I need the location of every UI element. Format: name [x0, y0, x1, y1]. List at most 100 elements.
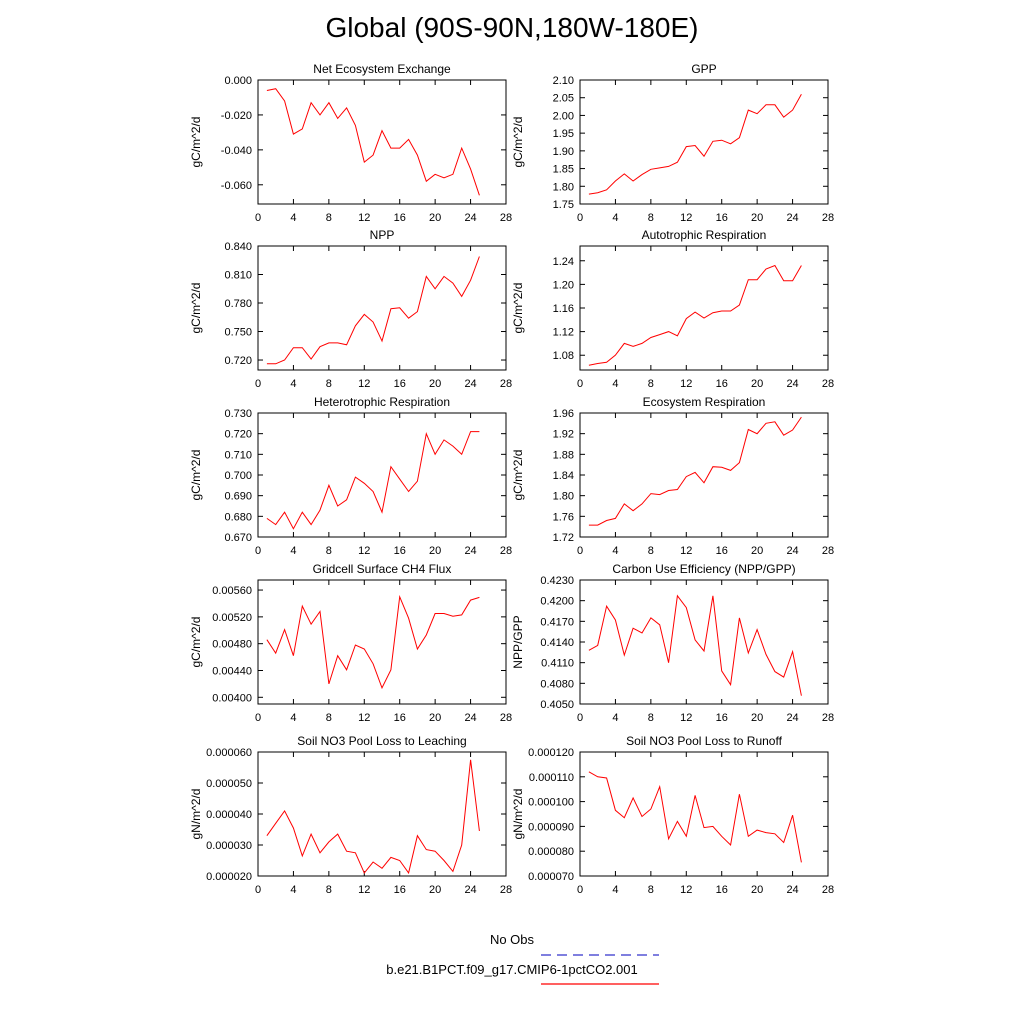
x-tick-label: 20 — [429, 545, 441, 557]
y-tick-label: 1.92 — [553, 429, 574, 441]
x-tick-label: 24 — [786, 212, 798, 224]
x-tick-label: 0 — [577, 884, 583, 896]
series-line — [266, 256, 480, 365]
plot-frame — [257, 579, 507, 705]
x-tick-label: 12 — [680, 712, 692, 724]
x-tick-label: 16 — [716, 212, 728, 224]
legend-label-model: b.e21.B1PCT.f09_g17.CMIP6-1pctCO2.001 — [386, 962, 638, 977]
series-line — [588, 93, 802, 195]
y-tick-label: 1.80 — [553, 491, 574, 503]
y-axis-label: gN/m^2/d — [511, 789, 525, 840]
x-tick-label: 16 — [394, 212, 406, 224]
x-tick-label: 12 — [358, 712, 370, 724]
y-tick-label: 0.700 — [224, 470, 252, 482]
y-tick-label: 0.4200 — [540, 596, 574, 608]
y-tick-label: 1.24 — [553, 256, 574, 268]
y-tick-label: 0.4110 — [541, 658, 574, 670]
y-tick-label: 0.690 — [224, 491, 252, 503]
y-axis-label: gC/m^2/d — [511, 283, 525, 334]
y-tick-label: 0.000050 — [206, 778, 252, 790]
x-tick-label: 12 — [358, 212, 370, 224]
x-tick-label: 12 — [358, 545, 370, 557]
plot-frame — [579, 79, 829, 205]
y-tick-label: 1.90 — [553, 146, 574, 158]
panel-net-ecosystem-exchange: Net Ecosystem Exchange 0 4 8 12 16 20 24 28 0.000… — [189, 62, 512, 224]
plot-frame — [579, 579, 829, 705]
x-tick-label: 16 — [716, 884, 728, 896]
y-tick-label: 1.76 — [553, 511, 574, 523]
y-tick-label: -0.060 — [221, 180, 252, 192]
x-tick-label: 28 — [822, 884, 834, 896]
y-tick-label: 1.95 — [553, 128, 574, 140]
series-line — [588, 416, 802, 526]
y-tick-label: -0.040 — [221, 145, 252, 157]
y-tick-label: 0.00560 — [212, 585, 252, 597]
y-tick-label: 0.840 — [224, 241, 252, 253]
x-tick-label: 0 — [255, 545, 261, 557]
panel-title: GPP — [691, 62, 716, 76]
y-tick-label: 0.000030 — [206, 840, 252, 852]
x-tick-label: 28 — [500, 545, 512, 557]
y-tick-label: 0.670 — [224, 532, 252, 544]
y-tick-label: 2.00 — [553, 110, 574, 122]
x-tick-label: 16 — [394, 545, 406, 557]
series-line — [588, 594, 802, 696]
y-tick-label: 0.4140 — [540, 637, 574, 649]
y-axis-label: gC/m^2/d — [189, 450, 203, 501]
x-tick-label: 12 — [680, 545, 692, 557]
x-tick-label: 0 — [577, 712, 583, 724]
x-tick-label: 24 — [786, 378, 798, 390]
plot-frame — [579, 751, 829, 877]
y-axis-label: gC/m^2/d — [511, 117, 525, 168]
x-tick-label: 8 — [648, 545, 654, 557]
series-line — [588, 264, 802, 366]
x-tick-label: 4 — [612, 712, 618, 724]
x-tick-label: 0 — [577, 378, 583, 390]
x-tick-label: 16 — [394, 378, 406, 390]
y-tick-label: 0.00480 — [212, 639, 252, 651]
panel-title: Soil NO3 Pool Loss to Runoff — [626, 734, 783, 748]
panel-title: Net Ecosystem Exchange — [313, 62, 451, 76]
y-tick-label: 1.84 — [553, 470, 574, 482]
x-tick-label: 0 — [255, 712, 261, 724]
y-tick-label: 0.000040 — [206, 809, 252, 821]
x-tick-label: 20 — [429, 212, 441, 224]
page-title: Global (90S-90N,180W-180E) — [325, 12, 699, 43]
y-tick-label: 1.85 — [553, 164, 574, 176]
y-tick-label: 1.08 — [553, 350, 574, 362]
plot-frame — [579, 245, 829, 371]
plot-frame — [257, 79, 507, 205]
x-tick-label: 20 — [429, 378, 441, 390]
x-tick-label: 20 — [751, 378, 763, 390]
x-tick-label: 24 — [464, 212, 476, 224]
x-tick-label: 24 — [786, 545, 798, 557]
y-tick-label: 0.4080 — [540, 678, 574, 690]
y-tick-label: 0.720 — [224, 355, 252, 367]
x-tick-label: 28 — [822, 212, 834, 224]
y-tick-label: 1.80 — [553, 181, 574, 193]
y-tick-label: 1.72 — [553, 532, 574, 544]
y-tick-label: 0.000080 — [528, 846, 574, 858]
panel-ecosystem-respiration: Ecosystem Respiration 0 4 8 12 16 20 24 28 1.72 1.… — [511, 395, 834, 557]
x-tick-label: 12 — [358, 378, 370, 390]
y-tick-label: 0.000070 — [528, 871, 574, 883]
x-tick-label: 8 — [326, 545, 332, 557]
x-tick-label: 16 — [394, 884, 406, 896]
x-tick-label: 16 — [716, 545, 728, 557]
x-tick-label: 4 — [612, 545, 618, 557]
panel-title: Ecosystem Respiration — [643, 395, 766, 409]
x-tick-label: 20 — [429, 884, 441, 896]
panel-soil-no3-pool-loss-to-runoff: Soil NO3 Pool Loss to Runoff 0 4 8 12 16 20 24 2… — [511, 734, 834, 896]
y-tick-label: 0.000090 — [528, 821, 574, 833]
x-tick-label: 12 — [680, 212, 692, 224]
y-axis-label: gC/m^2/d — [189, 117, 203, 168]
x-tick-label: 20 — [751, 212, 763, 224]
x-tick-label: 8 — [648, 884, 654, 896]
x-tick-label: 4 — [290, 884, 296, 896]
y-tick-label: 0.720 — [224, 429, 252, 441]
y-tick-label: 1.20 — [553, 279, 574, 291]
panel-title: Heterotrophic Respiration — [314, 395, 450, 409]
y-tick-label: 0.00440 — [212, 665, 252, 677]
x-tick-label: 4 — [290, 545, 296, 557]
y-tick-label: 1.75 — [553, 199, 574, 211]
